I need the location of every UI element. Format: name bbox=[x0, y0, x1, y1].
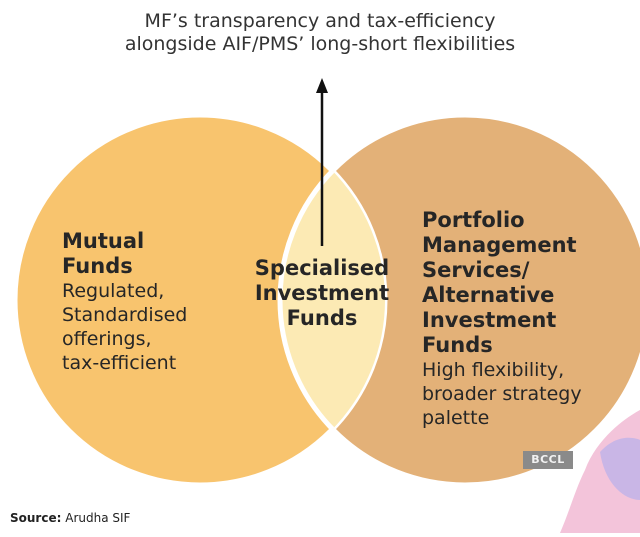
left-desc-line: offerings, bbox=[62, 328, 152, 350]
right-title-line: Portfolio bbox=[422, 208, 525, 232]
caption-line-2: alongside AIF/PMS’ long-short flexibilit… bbox=[124, 33, 516, 55]
arrow-up-icon bbox=[316, 78, 328, 93]
left-desc-line: Regulated, bbox=[62, 280, 165, 302]
caption-line-1: MF’s transparency and tax-efficiency bbox=[144, 10, 496, 32]
right-desc-line: High flexibility, bbox=[422, 359, 565, 381]
right-desc-line: broader strategy bbox=[422, 383, 582, 405]
top-caption: MF’s transparency and tax-efficiency alo… bbox=[60, 10, 580, 56]
source-note: Source: Arudha SIF bbox=[10, 511, 130, 525]
center-title-line: Investment bbox=[254, 281, 390, 305]
source-value: Arudha SIF bbox=[65, 511, 131, 525]
right-title-line: Investment bbox=[422, 308, 557, 332]
left-desc-line: Standardised bbox=[62, 304, 188, 326]
right-title-line: Management bbox=[422, 233, 577, 257]
right-title-line: Services/ bbox=[422, 258, 530, 282]
right-circle-label: Portfolio Management Services/ Alternati… bbox=[422, 208, 632, 430]
left-title-line: Mutual bbox=[62, 229, 145, 253]
center-title-line: Specialised bbox=[254, 256, 390, 280]
left-circle-label: Mutual Funds Regulated, Standardised off… bbox=[62, 229, 242, 375]
left-title-line: Funds bbox=[62, 254, 133, 278]
overlap-label: Specialised Investment Funds bbox=[248, 256, 396, 331]
left-desc-line: tax-efficient bbox=[62, 352, 177, 374]
center-title-line: Funds bbox=[286, 306, 358, 330]
right-title-line: Alternative bbox=[422, 283, 555, 307]
right-title-line: Funds bbox=[422, 333, 493, 357]
decor-petal-lavender bbox=[600, 437, 640, 500]
bccl-watermark: BCCL bbox=[523, 451, 573, 469]
source-label: Source: bbox=[10, 511, 62, 525]
right-desc-line: palette bbox=[422, 407, 490, 429]
